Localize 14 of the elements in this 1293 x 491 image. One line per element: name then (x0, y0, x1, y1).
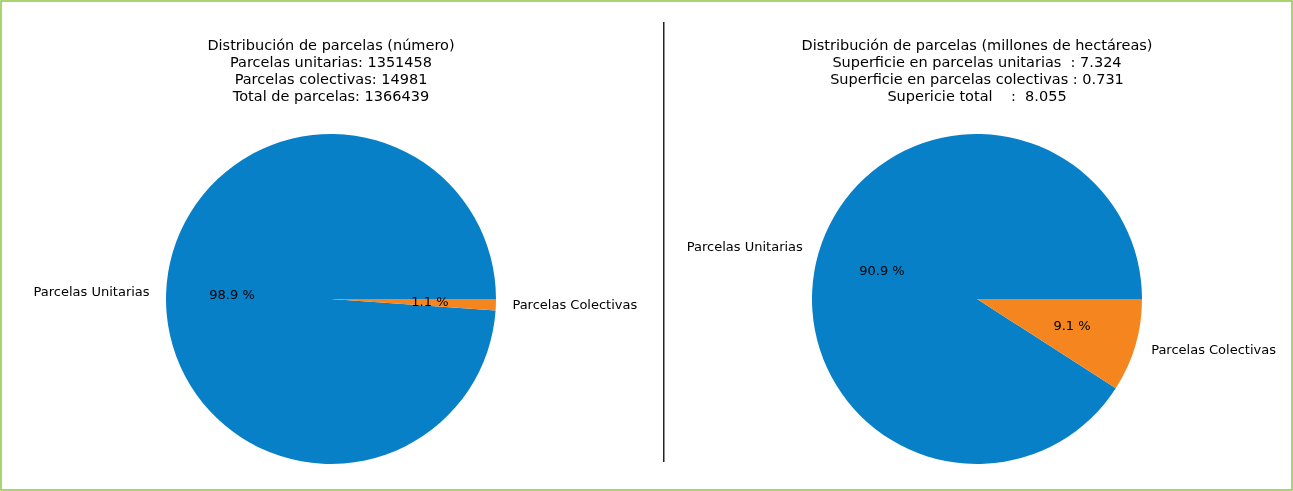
chart-subtitle: Parcelas unitarias: 1351458 Parcelas colectivas: 14981 Total de parcelas: 1366439 (229, 54, 433, 104)
chart-title: Distribución de parcelas (millones de hectáreas) (801, 37, 1153, 53)
data-label: 9.1 % (1053, 318, 1091, 334)
slice-label: Parcelas Unitarias (686, 239, 804, 255)
chart-title: Distribución de parcelas (número) (207, 37, 455, 53)
pie-slice (977, 299, 1142, 389)
slice-label: Parcelas Colectivas (1151, 341, 1277, 357)
data-label: 98.9 % (209, 287, 255, 303)
chart-subtitle: Superficie en parcelas unitarias : 7.324 Superficie en parcelas colectivas : 0.731 Supericie total : 8.055 (830, 54, 1124, 104)
pie-slice (166, 134, 496, 464)
data-label: 90.9 % (859, 262, 905, 278)
pie-slice (812, 134, 1142, 464)
slice-label: Parcelas Unitarias (33, 284, 150, 300)
slice-label: Parcelas Colectivas (512, 296, 638, 312)
